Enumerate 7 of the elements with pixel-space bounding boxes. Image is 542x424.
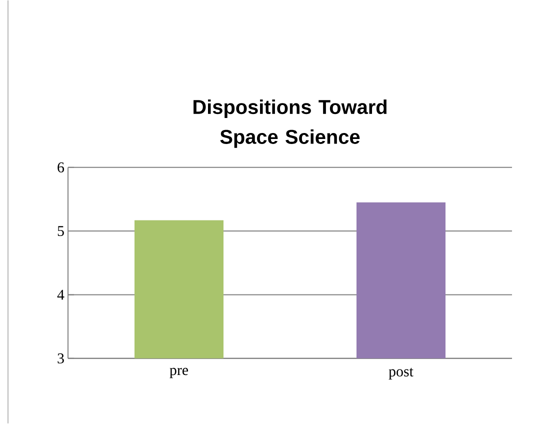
- y-tick-label: 6: [58, 162, 64, 173]
- y-tick-label: 5: [58, 226, 64, 236]
- y-tick-label: 4: [57, 290, 64, 300]
- x-tick-label: post: [388, 368, 414, 380]
- y-tick-label: 3: [58, 353, 64, 364]
- chart-title: Dispositions Toward Space Science: [194, 100, 387, 148]
- x-tick-label: pre: [170, 368, 188, 378]
